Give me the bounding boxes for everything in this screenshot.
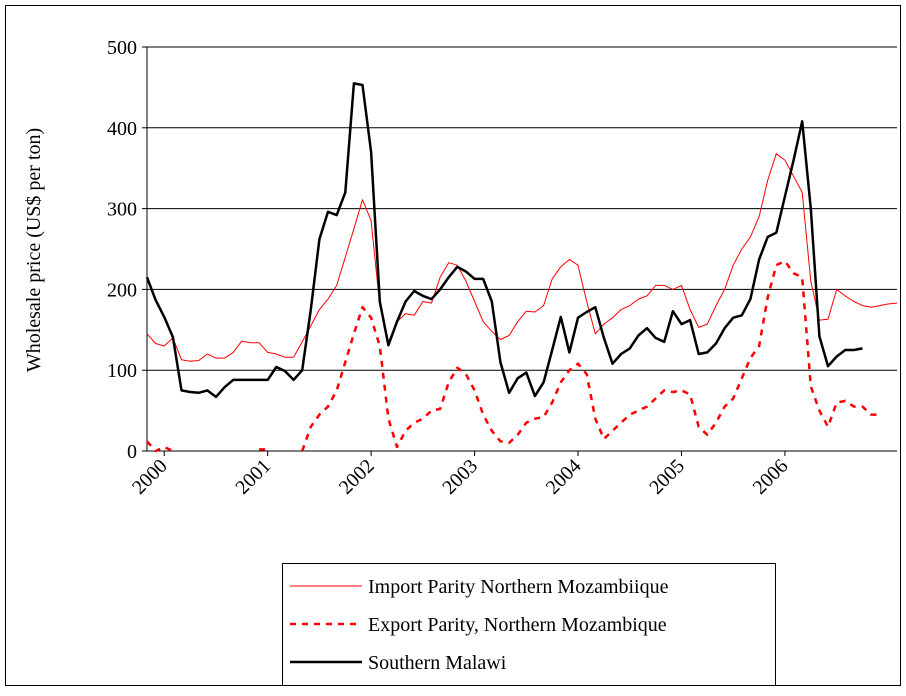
y-tick-label: 500 (107, 37, 137, 59)
series-line (146, 440, 174, 453)
y-tick-label: 300 (107, 199, 137, 221)
y-tick-label: 200 (107, 279, 137, 301)
series-line (146, 153, 898, 362)
y-tick-label: 100 (107, 360, 137, 382)
legend-label: Import Parity Northern Mozambiique (368, 576, 669, 598)
series-line (301, 259, 880, 452)
legend-box (282, 563, 776, 686)
legend-label: Export Parity, Northern Mozambique (368, 614, 667, 636)
y-tick-label: 400 (107, 118, 137, 140)
y-axis-label: Wholesale price (US$ per ton) (23, 128, 45, 372)
series-line (145, 82, 863, 399)
y-tick-label: 0 (127, 441, 137, 463)
legend-label: Southern Malawi (368, 652, 507, 674)
